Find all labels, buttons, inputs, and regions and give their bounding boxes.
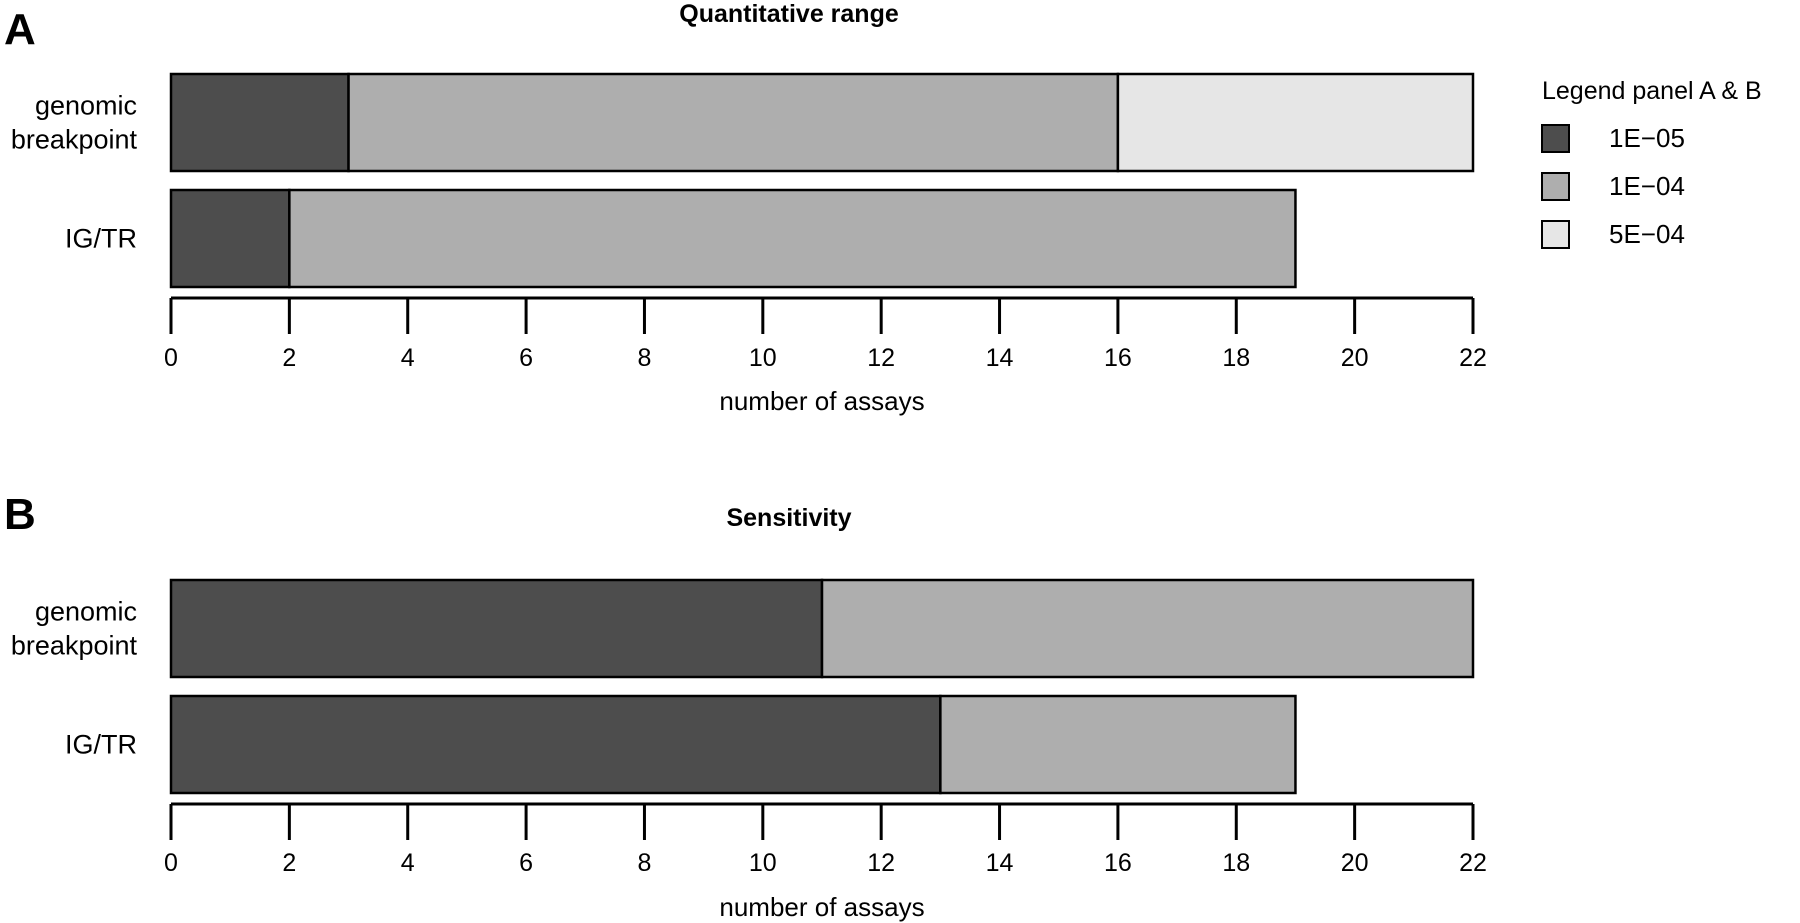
panel-a-x-axis-label: number of assays — [719, 386, 924, 416]
panel-b-bar-genomic-breakpoint-segment-0 — [169, 578, 824, 679]
legend-swatch — [1541, 172, 1570, 201]
legend-title: Legend panel A & B — [1542, 77, 1762, 105]
panel-a-tick-label: 0 — [164, 344, 178, 372]
legend-label: 1E−05 — [1609, 123, 1685, 153]
panel-a-bars — [169, 72, 1475, 289]
panel-b-x-axis-label: number of assays — [719, 892, 924, 922]
panel-a-tick-label: 6 — [519, 344, 533, 372]
panel-a: A Quantitative range genomic breakpoint IG… — [4, 0, 1487, 416]
panel-a-category-label-0-line-1: breakpoint — [11, 125, 138, 155]
panel-a-bar-genomic-breakpoint-segment-2 — [1116, 72, 1475, 173]
panel-b-tick-label: 4 — [401, 849, 415, 877]
panel-a-bar-genomic-breakpoint-segment-0 — [169, 72, 350, 173]
panel-b-category-label-0-line-1: breakpoint — [11, 631, 138, 661]
legend-label: 5E−04 — [1609, 219, 1685, 249]
legend-swatch — [1541, 124, 1570, 153]
legend-swatch — [1541, 220, 1570, 249]
legend-label: 1E−04 — [1609, 171, 1685, 201]
panel-b-title: Sensitivity — [726, 504, 851, 532]
panel-a-tick-label: 10 — [749, 344, 777, 372]
panel-a-x-axis: 0 2 4 6 8 10 12 14 16 18 20 22 — [164, 296, 1487, 372]
panel-b-tick-label: 0 — [164, 849, 178, 877]
panel-a-title: Quantitative range — [679, 0, 899, 28]
panel-b-category-label-1-line-0: IG/TR — [65, 730, 137, 760]
panel-a-bar-ig-tr-segment-1 — [288, 188, 1297, 289]
legend-items: 1E−05 1E−04 5E−04 — [1541, 123, 1685, 249]
panel-a-bar-genomic-breakpoint-segment-1 — [347, 72, 1120, 173]
panel-b-tick-label: 20 — [1341, 849, 1369, 877]
panel-b-bars — [169, 578, 1475, 795]
panel-a-category-labels: genomic breakpoint IG/TR — [11, 91, 138, 254]
panel-b-tick-label: 14 — [986, 849, 1014, 877]
panel-a-tick-label: 22 — [1459, 344, 1487, 372]
panel-b-bar-ig-tr-segment-1 — [939, 694, 1297, 795]
panel-b-bar-ig-tr-segment-0 — [169, 694, 942, 795]
panel-a-tick-label: 14 — [986, 344, 1014, 372]
panel-b-tick-label: 16 — [1104, 849, 1132, 877]
panel-b-tick-label: 6 — [519, 849, 533, 877]
panel-a-tick-label: 8 — [638, 344, 652, 372]
panel-b-tick-label: 22 — [1459, 849, 1487, 877]
panel-b-tick-label: 8 — [638, 849, 652, 877]
panel-a-tick-label: 18 — [1222, 344, 1250, 372]
panel-a-tick-label: 4 — [401, 344, 415, 372]
panel-b-tick-label: 2 — [282, 849, 296, 877]
panel-a-tick-label: 16 — [1104, 344, 1132, 372]
panel-a-tick-label: 12 — [867, 344, 895, 372]
panel-b-category-labels: genomic breakpoint IG/TR — [11, 597, 138, 760]
panel-letter-a: A — [4, 5, 36, 54]
panel-a-tick-label: 2 — [282, 344, 296, 372]
panel-letter-b: B — [4, 490, 36, 539]
panel-b-category-label-0-line-0: genomic — [35, 597, 137, 627]
panel-b-tick-label: 18 — [1222, 849, 1250, 877]
panel-b-tick-label: 12 — [867, 849, 895, 877]
legend: Legend panel A & B 1E−05 1E−04 5E−04 — [1541, 77, 1762, 249]
panel-a-bar-ig-tr-segment-0 — [169, 188, 291, 289]
panel-a-tick-label: 20 — [1341, 344, 1369, 372]
panel-b-x-axis: 0 2 4 6 8 10 12 14 16 18 20 22 — [164, 802, 1487, 877]
panel-a-category-label-1-line-0: IG/TR — [65, 224, 137, 254]
panel-a-category-label-0-line-0: genomic — [35, 91, 137, 121]
panel-b: B Sensitivity genomic breakpoint IG/TR 0 2 4… — [4, 490, 1487, 922]
panel-b-tick-label: 10 — [749, 849, 777, 877]
panel-b-bar-genomic-breakpoint-segment-1 — [820, 578, 1475, 679]
